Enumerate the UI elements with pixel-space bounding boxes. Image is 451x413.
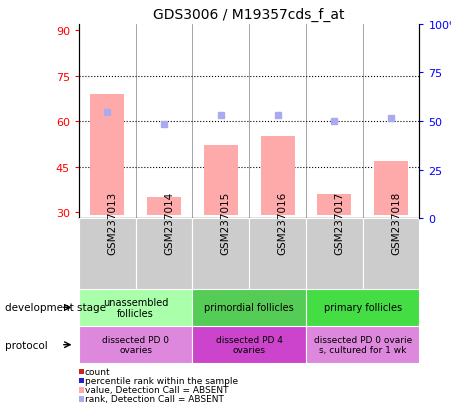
Bar [193,289,306,326]
Text: unassembled
follicles: unassembled follicles [103,297,168,318]
Bar [306,219,363,289]
Bar [374,161,408,216]
Text: development stage: development stage [5,303,106,313]
Bar [79,387,83,392]
Text: primordial follicles: primordial follicles [204,303,294,313]
Text: protocol: protocol [5,340,47,350]
Text: GSM237013: GSM237013 [107,191,117,254]
Text: rank, Detection Call = ABSENT: rank, Detection Call = ABSENT [85,394,224,404]
Bar [193,326,306,363]
Text: GSM237014: GSM237014 [164,191,174,254]
Bar [363,219,419,289]
Text: value, Detection Call = ABSENT: value, Detection Call = ABSENT [85,385,228,394]
Text: GSM237015: GSM237015 [221,191,231,254]
Text: dissected PD 4
ovaries: dissected PD 4 ovaries [216,335,283,354]
Text: count: count [85,367,110,376]
Bar [79,289,193,326]
Text: dissected PD 0
ovaries: dissected PD 0 ovaries [102,335,169,354]
Bar [90,95,124,216]
Text: GSM237018: GSM237018 [391,191,401,254]
Bar [261,137,295,216]
Bar [147,198,181,216]
Bar [249,219,306,289]
Bar [204,146,238,216]
Bar [306,289,419,326]
Title: GDS3006 / M19357cds_f_at: GDS3006 / M19357cds_f_at [153,8,345,22]
Text: primary follicles: primary follicles [324,303,402,313]
Bar [79,219,136,289]
Text: GSM237016: GSM237016 [277,191,288,254]
Bar [306,326,419,363]
Text: dissected PD 0 ovarie
s, cultured for 1 wk: dissected PD 0 ovarie s, cultured for 1 … [313,335,412,354]
Bar [79,378,83,383]
Bar [136,219,193,289]
Bar [79,369,83,374]
Bar [79,326,193,363]
Bar [193,219,249,289]
Text: percentile rank within the sample: percentile rank within the sample [85,376,238,385]
Bar [318,195,351,216]
Bar [79,396,83,401]
Text: GSM237017: GSM237017 [334,191,344,254]
